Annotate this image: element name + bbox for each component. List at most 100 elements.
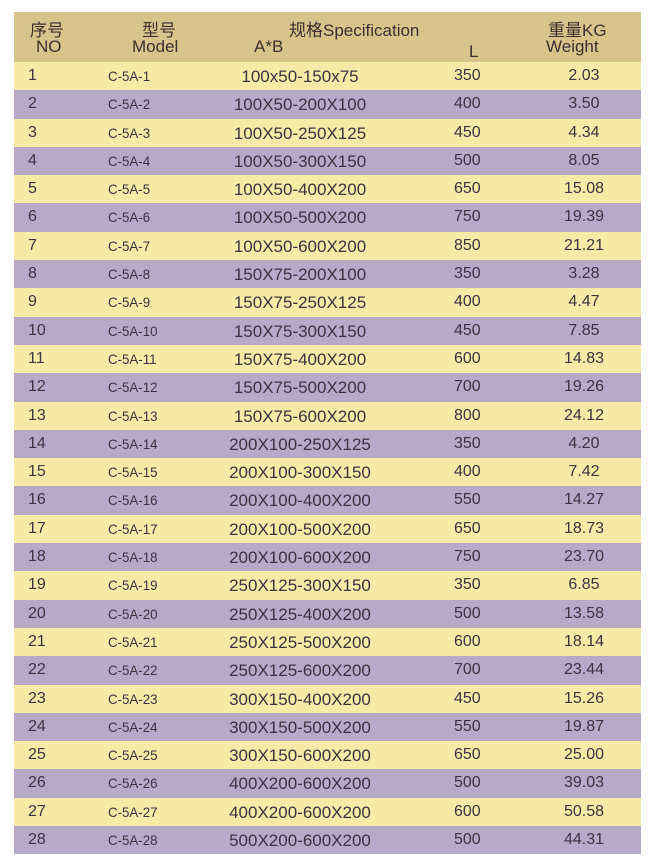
length-cell: 650	[454, 519, 481, 537]
weight-cell: 23.70	[563, 548, 605, 566]
spec-ab-cell: 400X200-600X200	[229, 774, 371, 794]
weight-cell: 4.47	[568, 293, 600, 311]
table-row: 9 C-5A-9 150X75-250X125 400 4.47	[14, 288, 641, 317]
spec-ab-cell: 100X50-400X200	[233, 180, 367, 200]
weight-cell: 4.34	[568, 123, 600, 141]
spec-ab-cell: 100X50-600X200	[233, 236, 367, 256]
table-row: 6 C-5A-6 100X50-500X200 750 19.39	[14, 203, 641, 232]
spec-ab-cell: 250X125-300X150	[229, 576, 371, 596]
table-row: 13 C-5A-13 150X75-600X200 800 24.12	[14, 401, 641, 430]
no-cell: 13	[28, 406, 46, 424]
length-cell: 550	[454, 717, 481, 735]
table-row: 8 C-5A-8 150X75-200X100 350 3.28	[14, 260, 641, 289]
no-cell: 25	[28, 746, 46, 764]
weight-cell: 44.31	[563, 831, 605, 849]
weight-cell: 2.03	[568, 67, 600, 84]
length-cell: 650	[454, 746, 481, 764]
no-cell: 12	[28, 378, 46, 396]
weight-cell: 50.58	[563, 802, 605, 820]
spec-ab-cell: 100X50-200X100	[233, 95, 367, 115]
spec-ab-cell: 100X50-500X200	[233, 208, 367, 228]
model-cell: C-5A-12	[108, 379, 158, 396]
spec-ab-cell: 200X100-400X200	[229, 491, 371, 511]
length-cell: 350	[454, 434, 481, 452]
header-l: L	[469, 42, 479, 61]
model-cell: C-5A-13	[108, 407, 158, 424]
weight-cell: 3.50	[568, 95, 600, 113]
spec-ab-cell: 400X200-600X200	[229, 802, 371, 822]
header-model-cn: 型号	[142, 21, 176, 40]
table-row: 1 C-5A-1 100x50-150x75 350 2.03	[14, 62, 641, 91]
no-cell: 15	[28, 463, 46, 481]
no-cell: 28	[28, 831, 46, 849]
model-cell: C-5A-16	[108, 492, 158, 509]
spec-ab-cell: 250X125-500X200	[229, 632, 371, 652]
model-cell: C-5A-24	[108, 718, 158, 735]
weight-cell: 15.26	[563, 689, 605, 707]
length-cell: 400	[454, 293, 481, 311]
model-cell: C-5A-27	[108, 803, 158, 820]
no-cell: 27	[28, 802, 46, 820]
no-cell: 20	[28, 604, 46, 622]
model-cell: C-5A-28	[108, 832, 158, 849]
spec-ab-cell: 200X100-300X150	[229, 463, 371, 483]
spec-ab-cell: 200X100-600X200	[229, 548, 371, 568]
length-cell: 550	[454, 491, 481, 509]
weight-cell: 23.44	[563, 661, 605, 679]
weight-cell: 25.00	[563, 746, 605, 764]
weight-cell: 4.20	[568, 434, 600, 452]
model-cell: C-5A-22	[108, 662, 158, 679]
table-row: 17 C-5A-17 200X100-500X200 650 18.73	[14, 514, 641, 544]
spec-ab-cell: 150X75-400X200	[233, 349, 367, 369]
length-cell: 450	[454, 689, 481, 707]
model-cell: C-5A-7	[108, 237, 151, 254]
model-cell: C-5A-25	[108, 747, 158, 764]
table-row: 23 C-5A-23 300X150-400X200 450 15.26	[14, 684, 641, 713]
no-cell: 2	[28, 95, 37, 113]
no-cell: 17	[28, 519, 46, 537]
table-row: 10 C-5A-10 150X75-300X150 450 7.85	[14, 316, 641, 345]
no-cell: 3	[28, 123, 37, 141]
length-cell: 500	[454, 151, 481, 169]
model-cell: C-5A-11	[108, 350, 157, 367]
no-cell: 19	[28, 576, 46, 594]
spec-ab-cell: 500X200-600X200	[229, 831, 371, 851]
length-cell: 750	[454, 208, 481, 226]
no-cell: 11	[28, 349, 45, 367]
no-cell: 5	[28, 180, 37, 198]
length-cell: 400	[454, 463, 481, 481]
weight-cell: 19.87	[563, 717, 605, 735]
weight-cell: 7.42	[568, 463, 600, 481]
table-row: 19 C-5A-19 250X125-300X150 350 6.85	[14, 571, 641, 600]
length-cell: 600	[454, 802, 481, 820]
table-row: 24 C-5A-24 300X150-500X200 550 19.87	[14, 712, 641, 742]
no-cell: 8	[28, 265, 37, 283]
table-row: 11 C-5A-11 150X75-400X200 600 14.83	[14, 344, 641, 374]
table-row: 5 C-5A-5 100X50-400X200 650 15.08	[14, 175, 641, 204]
spec-ab-cell: 200X100-500X200	[229, 519, 371, 539]
weight-cell: 15.08	[563, 180, 605, 198]
model-cell: C-5A-26	[108, 775, 158, 792]
model-cell: C-5A-17	[108, 520, 158, 537]
model-cell: C-5A-19	[108, 577, 158, 594]
model-cell: C-5A-2	[108, 96, 151, 113]
model-cell: C-5A-10	[108, 322, 158, 339]
no-cell: 4	[28, 151, 37, 169]
spec-ab-cell: 300X150-400X200	[229, 689, 371, 709]
model-cell: C-5A-15	[108, 464, 158, 481]
table-row: 20 C-5A-20 250X125-400X200 500 13.58	[14, 599, 641, 628]
header-weight-en: Weight	[546, 37, 599, 56]
weight-cell: 39.03	[563, 774, 605, 792]
no-cell: 14	[28, 434, 46, 452]
weight-cell: 24.12	[563, 406, 605, 424]
weight-cell: 21.21	[563, 236, 605, 254]
table-row: 21 C-5A-21 250X125-500X200 600 18.14	[14, 627, 641, 657]
header-weight-cn: 重量KG	[548, 21, 607, 40]
weight-cell: 8.05	[568, 151, 600, 169]
no-cell: 22	[28, 661, 46, 679]
spec-ab-cell: 100x50-150x75	[241, 67, 359, 86]
model-cell: C-5A-5	[108, 181, 151, 198]
spec-ab-cell: 150X75-300X150	[233, 321, 367, 341]
spec-ab-cell: 300X150-600X200	[229, 746, 371, 766]
no-cell: 23	[28, 689, 46, 707]
